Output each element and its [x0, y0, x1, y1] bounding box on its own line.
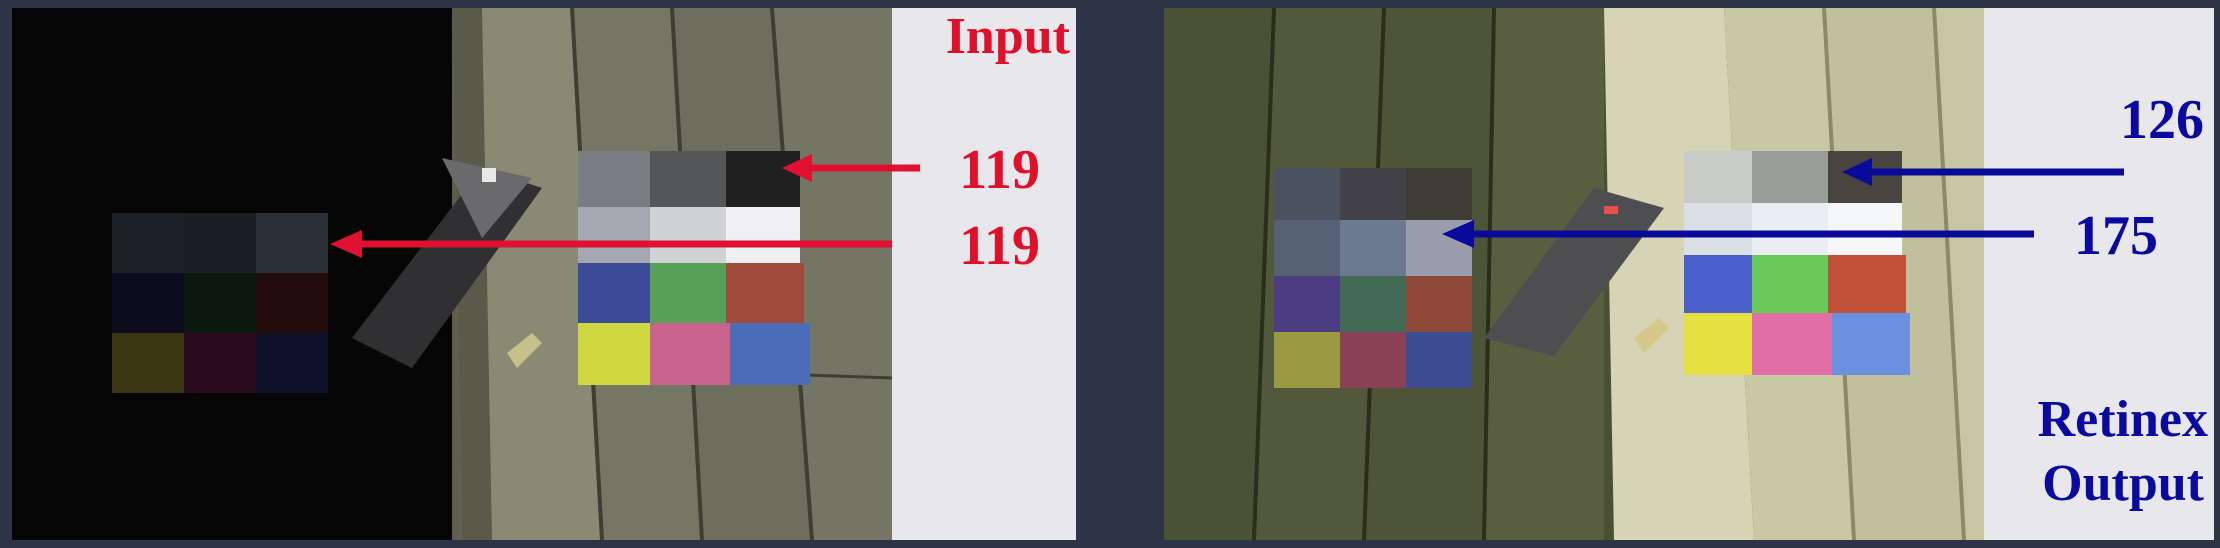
output-lit-color-checker [1684, 151, 1910, 375]
input-scene: Input 119 119 [12, 8, 1076, 540]
lit-color-checker [578, 151, 810, 385]
output-title-line2: Output [2042, 455, 2205, 512]
output-title-line1: Retinex [2038, 391, 2208, 448]
output-value-bottom: 175 [2074, 205, 2158, 267]
input-value-bottom: 119 [959, 215, 1040, 277]
input-value-top: 119 [959, 139, 1040, 201]
input-image-panel: Input 119 119 [12, 8, 1076, 540]
output-image-panel: 126 175 Retinex Output [1164, 8, 2214, 540]
output-scene: 126 175 Retinex Output [1164, 8, 2214, 540]
input-title: Input [946, 8, 1071, 65]
output-value-top: 126 [2120, 89, 2204, 151]
output-shadowed-color-checker [1274, 168, 1472, 388]
shadowed-color-checker [112, 213, 328, 393]
